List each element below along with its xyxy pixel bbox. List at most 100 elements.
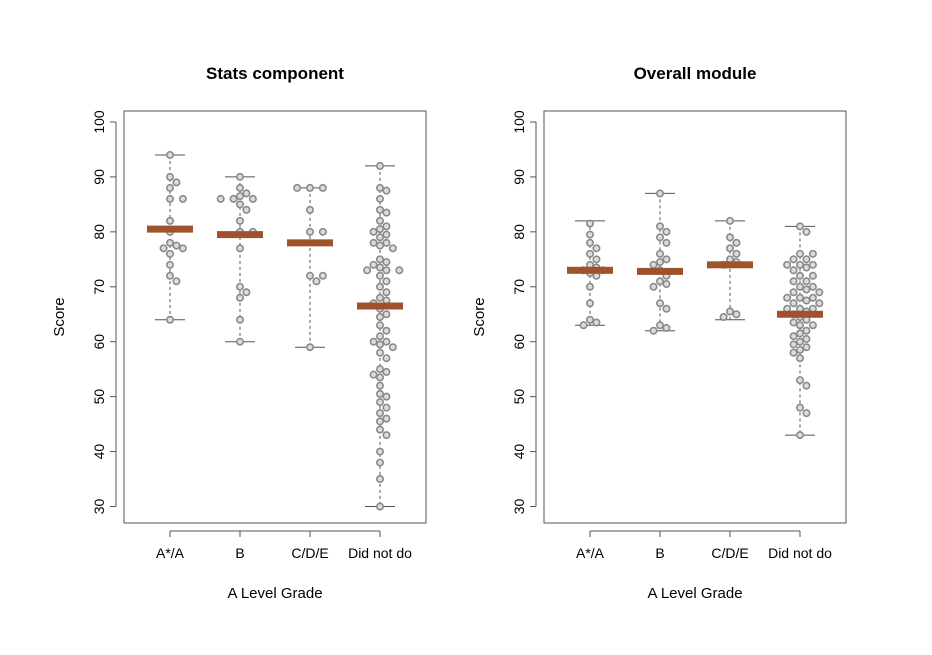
data-point xyxy=(369,238,378,247)
data-point xyxy=(789,332,798,341)
data-point xyxy=(795,293,804,302)
x-tick-label: C/D/E xyxy=(711,545,748,561)
data-point xyxy=(789,299,798,308)
data-point xyxy=(236,172,245,181)
data-point xyxy=(732,249,741,258)
data-point xyxy=(662,304,671,313)
data-point xyxy=(382,354,391,363)
data-point xyxy=(375,233,384,242)
data-point xyxy=(248,194,257,203)
data-point xyxy=(662,280,671,289)
data-point xyxy=(382,326,391,335)
data-point xyxy=(382,431,391,440)
data-point xyxy=(802,296,811,305)
x-tick-label: B xyxy=(655,545,664,561)
data-point xyxy=(815,299,824,308)
data-point xyxy=(375,205,384,214)
plot-box xyxy=(543,110,847,524)
y-tick-label: 100 xyxy=(511,110,527,134)
data-point xyxy=(369,370,378,379)
data-point xyxy=(655,299,664,308)
data-point xyxy=(236,337,245,346)
data-point xyxy=(375,312,384,321)
data-point xyxy=(592,318,601,327)
data-point xyxy=(375,389,384,398)
data-point xyxy=(585,230,594,239)
data-point xyxy=(655,321,664,330)
data-point xyxy=(585,238,594,247)
data-point xyxy=(802,343,811,352)
data-point xyxy=(808,293,817,302)
y-tick-label: 60 xyxy=(511,334,527,350)
data-point xyxy=(242,288,251,297)
data-point xyxy=(375,425,384,434)
data-point xyxy=(795,222,804,231)
data-point xyxy=(789,348,798,357)
data-point xyxy=(795,271,804,280)
data-point xyxy=(375,255,384,264)
data-point xyxy=(236,216,245,225)
data-point xyxy=(382,230,391,239)
data-point xyxy=(802,326,811,335)
data-point xyxy=(655,258,664,267)
median-bar xyxy=(147,225,193,233)
data-point xyxy=(305,205,314,214)
data-point xyxy=(662,323,671,332)
data-point xyxy=(382,414,391,423)
x-axis-label: A Level Grade xyxy=(647,585,742,602)
data-point xyxy=(236,282,245,291)
data-point xyxy=(166,315,175,324)
data-point xyxy=(655,249,664,258)
data-point xyxy=(795,321,804,330)
y-tick-label: 90 xyxy=(91,169,107,185)
data-point xyxy=(305,227,314,236)
data-point xyxy=(178,244,187,253)
data-point xyxy=(375,183,384,192)
data-point xyxy=(375,417,384,426)
plot-box xyxy=(123,110,427,524)
data-point xyxy=(382,222,391,231)
data-point xyxy=(236,192,245,201)
data-point xyxy=(166,271,175,280)
data-point xyxy=(795,337,804,346)
panel-stats-component: Stats component A Level Grade Score 30 40… xyxy=(51,64,427,602)
data-point xyxy=(802,277,811,286)
data-point xyxy=(305,183,314,192)
data-point xyxy=(375,241,384,250)
data-point xyxy=(662,238,671,247)
data-point xyxy=(789,288,798,297)
data-point xyxy=(382,208,391,217)
data-point xyxy=(388,244,397,253)
data-point xyxy=(808,321,817,330)
y-tick-label: 60 xyxy=(91,334,107,350)
data-point xyxy=(369,337,378,346)
data-point xyxy=(172,241,181,250)
x-tick-label: C/D/E xyxy=(291,545,328,561)
y-axis-label: Score xyxy=(471,297,488,336)
chart-title: Stats component xyxy=(206,64,344,83)
x-tick-label: B xyxy=(235,545,244,561)
data-point xyxy=(795,249,804,258)
data-point xyxy=(802,409,811,418)
data-point xyxy=(789,318,798,327)
data-point xyxy=(178,194,187,203)
data-point xyxy=(375,409,384,418)
data-point xyxy=(585,249,594,258)
data-point xyxy=(305,271,314,280)
data-point xyxy=(293,183,302,192)
data-point xyxy=(802,285,811,294)
data-point xyxy=(318,227,327,236)
y-tick-label: 80 xyxy=(511,224,527,240)
x-tick-label: Did not do xyxy=(348,545,412,561)
data-point xyxy=(649,326,658,335)
data-point xyxy=(229,194,238,203)
data-point xyxy=(318,271,327,280)
data-point xyxy=(375,475,384,484)
data-point xyxy=(655,277,664,286)
x-axis-label: A Level Grade xyxy=(227,585,322,602)
data-point xyxy=(318,183,327,192)
data-point xyxy=(655,233,664,242)
data-point xyxy=(363,266,372,275)
data-point xyxy=(725,307,734,316)
